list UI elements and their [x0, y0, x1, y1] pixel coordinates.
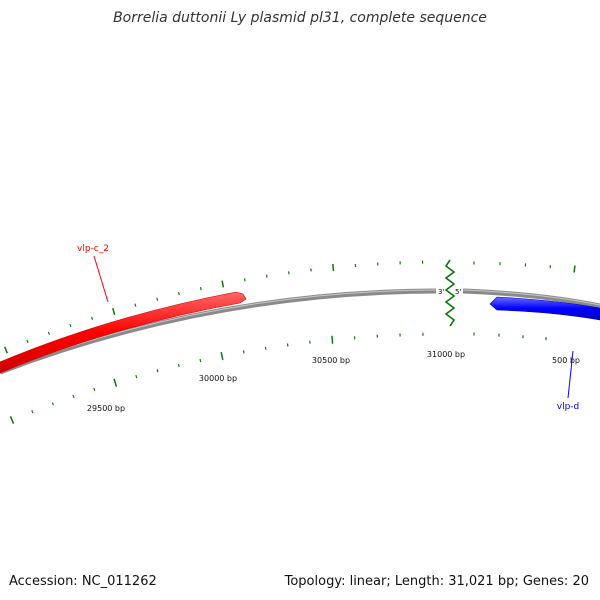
outer-tick-ring: [4, 260, 576, 354]
inner-minor-tick: [51, 402, 54, 406]
inner-minor-tick: [264, 346, 267, 350]
outer-minor-tick: [199, 287, 202, 291]
outer-minor-tick: [91, 316, 94, 320]
outer-major-tick: [573, 265, 576, 273]
topology-summary: Topology: linear; Length: 31,021 bp; Gen…: [284, 574, 589, 589]
inner-major-tick: [113, 378, 118, 387]
outer-major-tick: [111, 307, 116, 316]
inner-major-tick: [9, 416, 15, 424]
inner-minor-tick: [177, 363, 180, 368]
inner-minor-tick: [31, 410, 34, 414]
inner-minor-tick: [72, 394, 75, 399]
outer-minor-tick: [156, 297, 159, 301]
inner-tick-ring: [9, 332, 547, 424]
gene-vlp-c-2-label: vlp-c_2: [77, 244, 109, 254]
three-prime-label: 3': [438, 288, 444, 296]
scale-label-31000: 31000 bp: [427, 350, 465, 359]
outer-major-tick: [4, 346, 8, 354]
scale-label-30000: 30000 bp: [199, 374, 237, 383]
inner-major-tick: [220, 351, 224, 361]
five-prime-label: 5': [455, 288, 461, 296]
gene-vlp-c-2-leader: [93, 255, 109, 303]
scale-label-30500: 30500 bp: [312, 356, 350, 365]
outer-minor-tick: [265, 274, 268, 278]
inner-minor-tick: [135, 374, 138, 379]
gene-vlp-d-leader: [567, 350, 574, 399]
outer-minor-tick: [288, 271, 290, 275]
outer-major-tick: [221, 280, 225, 288]
sequence-backbone: [0, 288, 600, 375]
map-title: Borrelia duttonii Ly plasmid pl31, compl…: [113, 10, 487, 26]
inner-minor-tick: [156, 369, 159, 373]
outer-minor-tick: [26, 339, 29, 344]
outer-minor-tick: [47, 331, 50, 335]
outer-minor-tick: [69, 324, 72, 328]
outer-minor-tick: [134, 303, 137, 307]
outer-minor-tick: [178, 292, 180, 296]
inner-major-tick: [331, 335, 334, 344]
inner-minor-tick: [93, 387, 96, 391]
scale-label-29500: 29500 bp: [87, 404, 125, 413]
accession-label: Accession: NC_011262: [9, 574, 157, 589]
outer-major-tick: [332, 263, 335, 272]
gene-vlp-c-2[interactable]: [0, 291, 247, 374]
inner-minor-tick: [199, 358, 202, 363]
inner-minor-tick: [242, 350, 245, 354]
sequence-end-break: [444, 259, 456, 327]
gene-vlp-d-label: vlp-d: [557, 402, 580, 412]
outer-minor-tick: [243, 278, 246, 282]
scale-label-500: 500 bp: [552, 356, 580, 365]
